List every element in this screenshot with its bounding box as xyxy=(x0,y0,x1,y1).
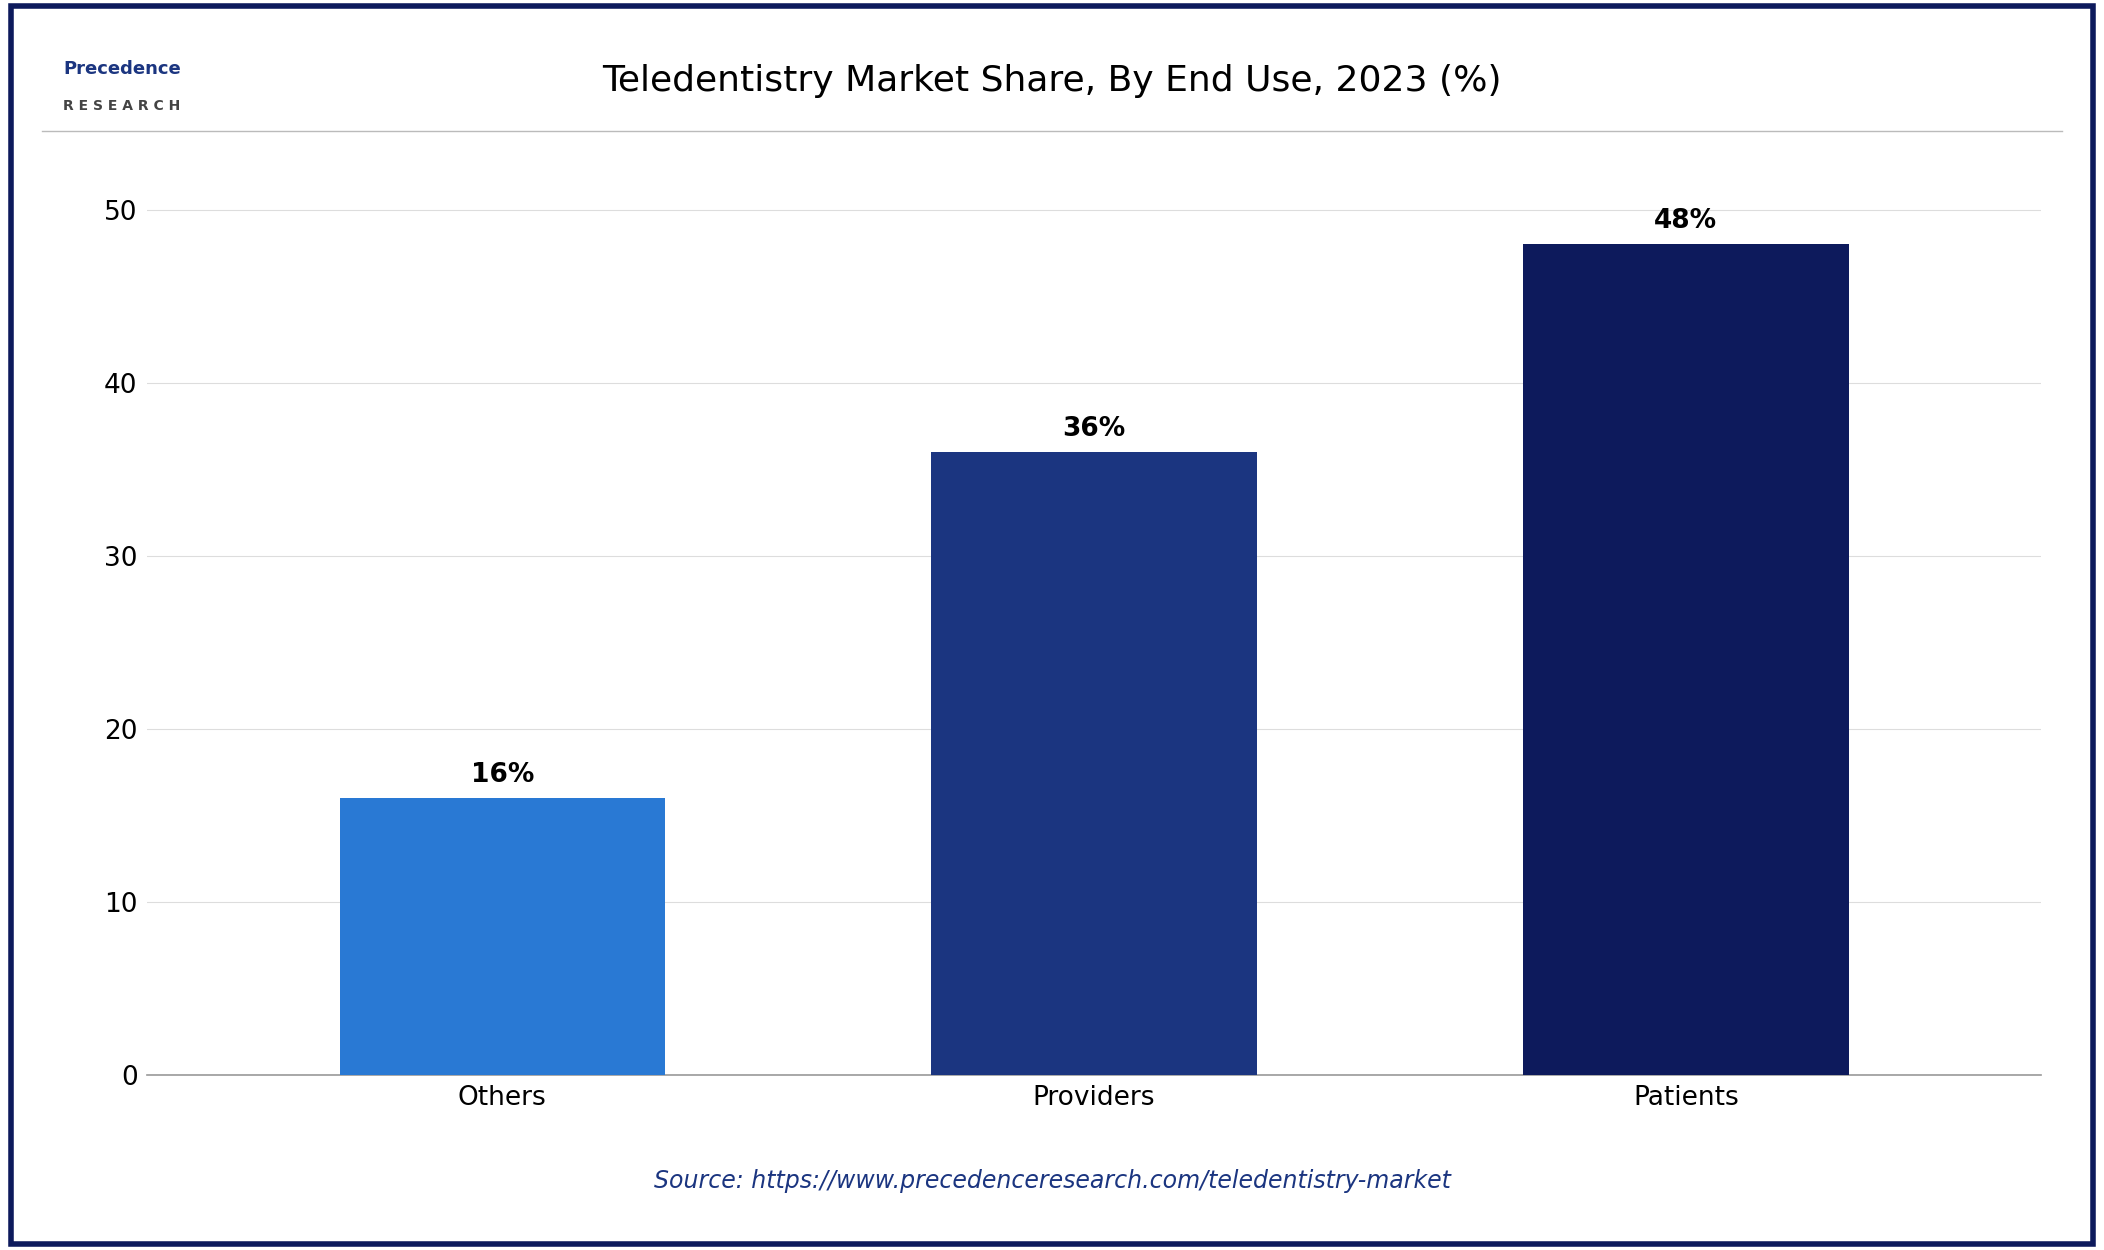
Text: 16%: 16% xyxy=(471,761,534,788)
Bar xyxy=(1523,244,1849,1075)
Text: Source: https://www.precedenceresearch.com/teledentistry-market: Source: https://www.precedenceresearch.c… xyxy=(654,1169,1450,1194)
Text: Teledentistry Market Share, By End Use, 2023 (%): Teledentistry Market Share, By End Use, … xyxy=(602,64,1502,99)
Text: Precedence: Precedence xyxy=(63,60,181,78)
Text: 36%: 36% xyxy=(1063,415,1126,441)
Text: 48%: 48% xyxy=(1654,208,1717,234)
Text: R E S E A R C H: R E S E A R C H xyxy=(63,99,181,114)
Bar xyxy=(932,452,1256,1075)
Bar xyxy=(339,798,665,1075)
